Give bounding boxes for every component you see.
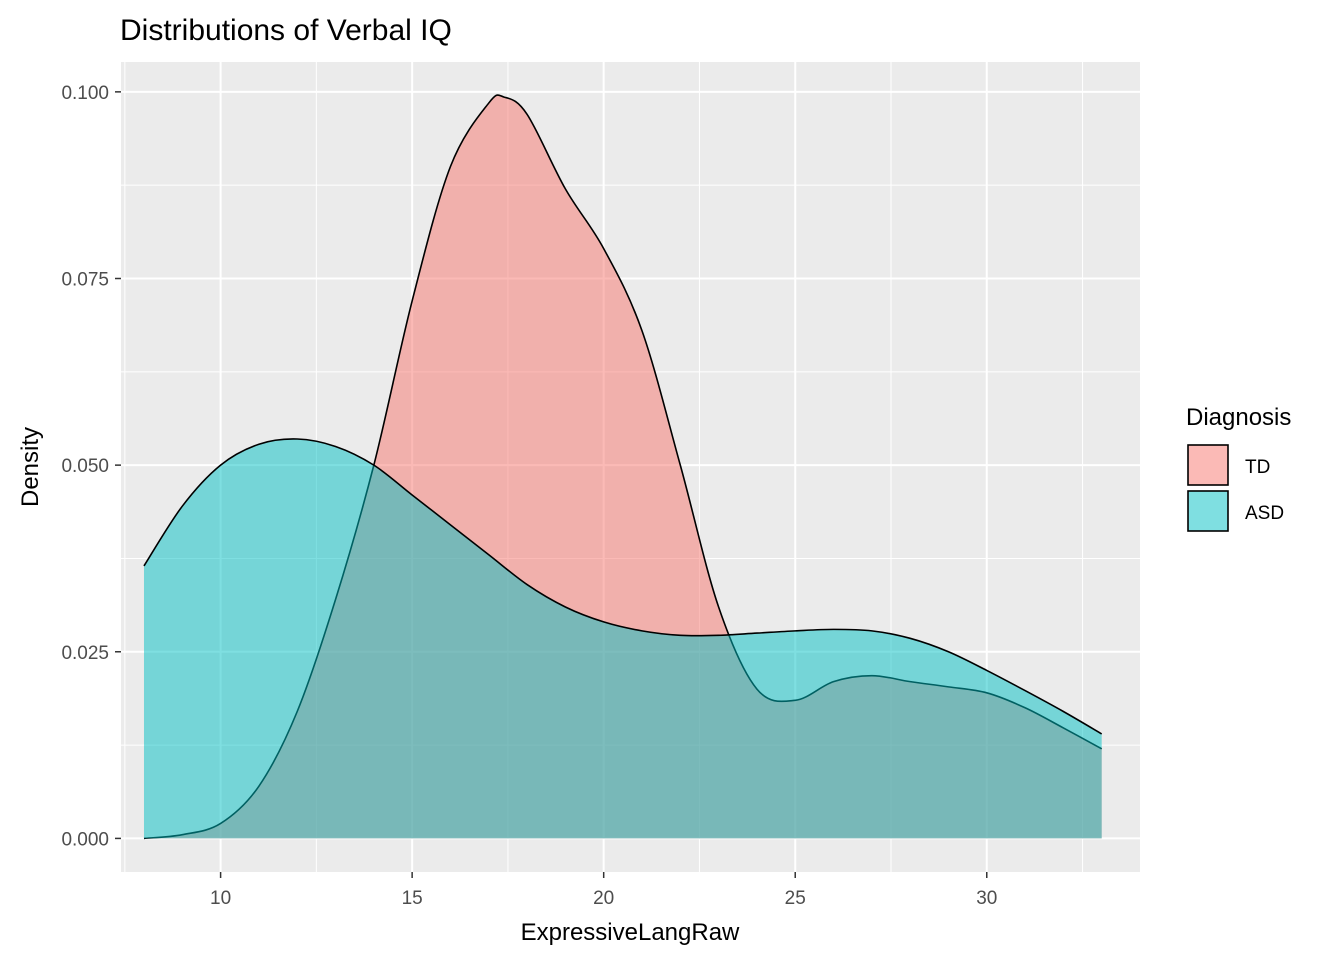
x-tick-label: 15 [402,888,423,909]
legend-title: Diagnosis [1186,404,1291,431]
x-axis-ticks: 10 15 20 25 30 [210,872,997,909]
legend-swatch-td [1187,444,1229,486]
legend-swatch-asd [1187,490,1229,532]
x-tick-label: 20 [593,888,614,909]
legend-label-td: TD [1245,457,1270,478]
y-tick-label: 0.025 [61,643,109,664]
y-axis-ticks: 0.000 0.025 0.050 0.075 0.100 [61,83,121,850]
x-tick-label: 25 [785,888,806,909]
y-axis-title: Density [17,427,44,507]
y-tick-label: 0.075 [61,269,109,290]
density-line-asd [143,438,1103,735]
x-tick-label: 10 [210,888,231,909]
x-tick-label: 30 [976,888,997,909]
x-axis-title: ExpressiveLangRaw [521,919,740,946]
density-area-asd [143,438,1102,839]
chart-title: Distributions of Verbal IQ [120,14,452,47]
y-tick-label: 0.050 [61,456,109,477]
legend-label-asd: ASD [1245,503,1284,524]
y-tick-label: 0.000 [61,829,109,850]
legend: Diagnosis TD ASD [1186,404,1291,532]
density-areas [143,94,1103,840]
y-tick-label: 0.100 [61,83,109,104]
